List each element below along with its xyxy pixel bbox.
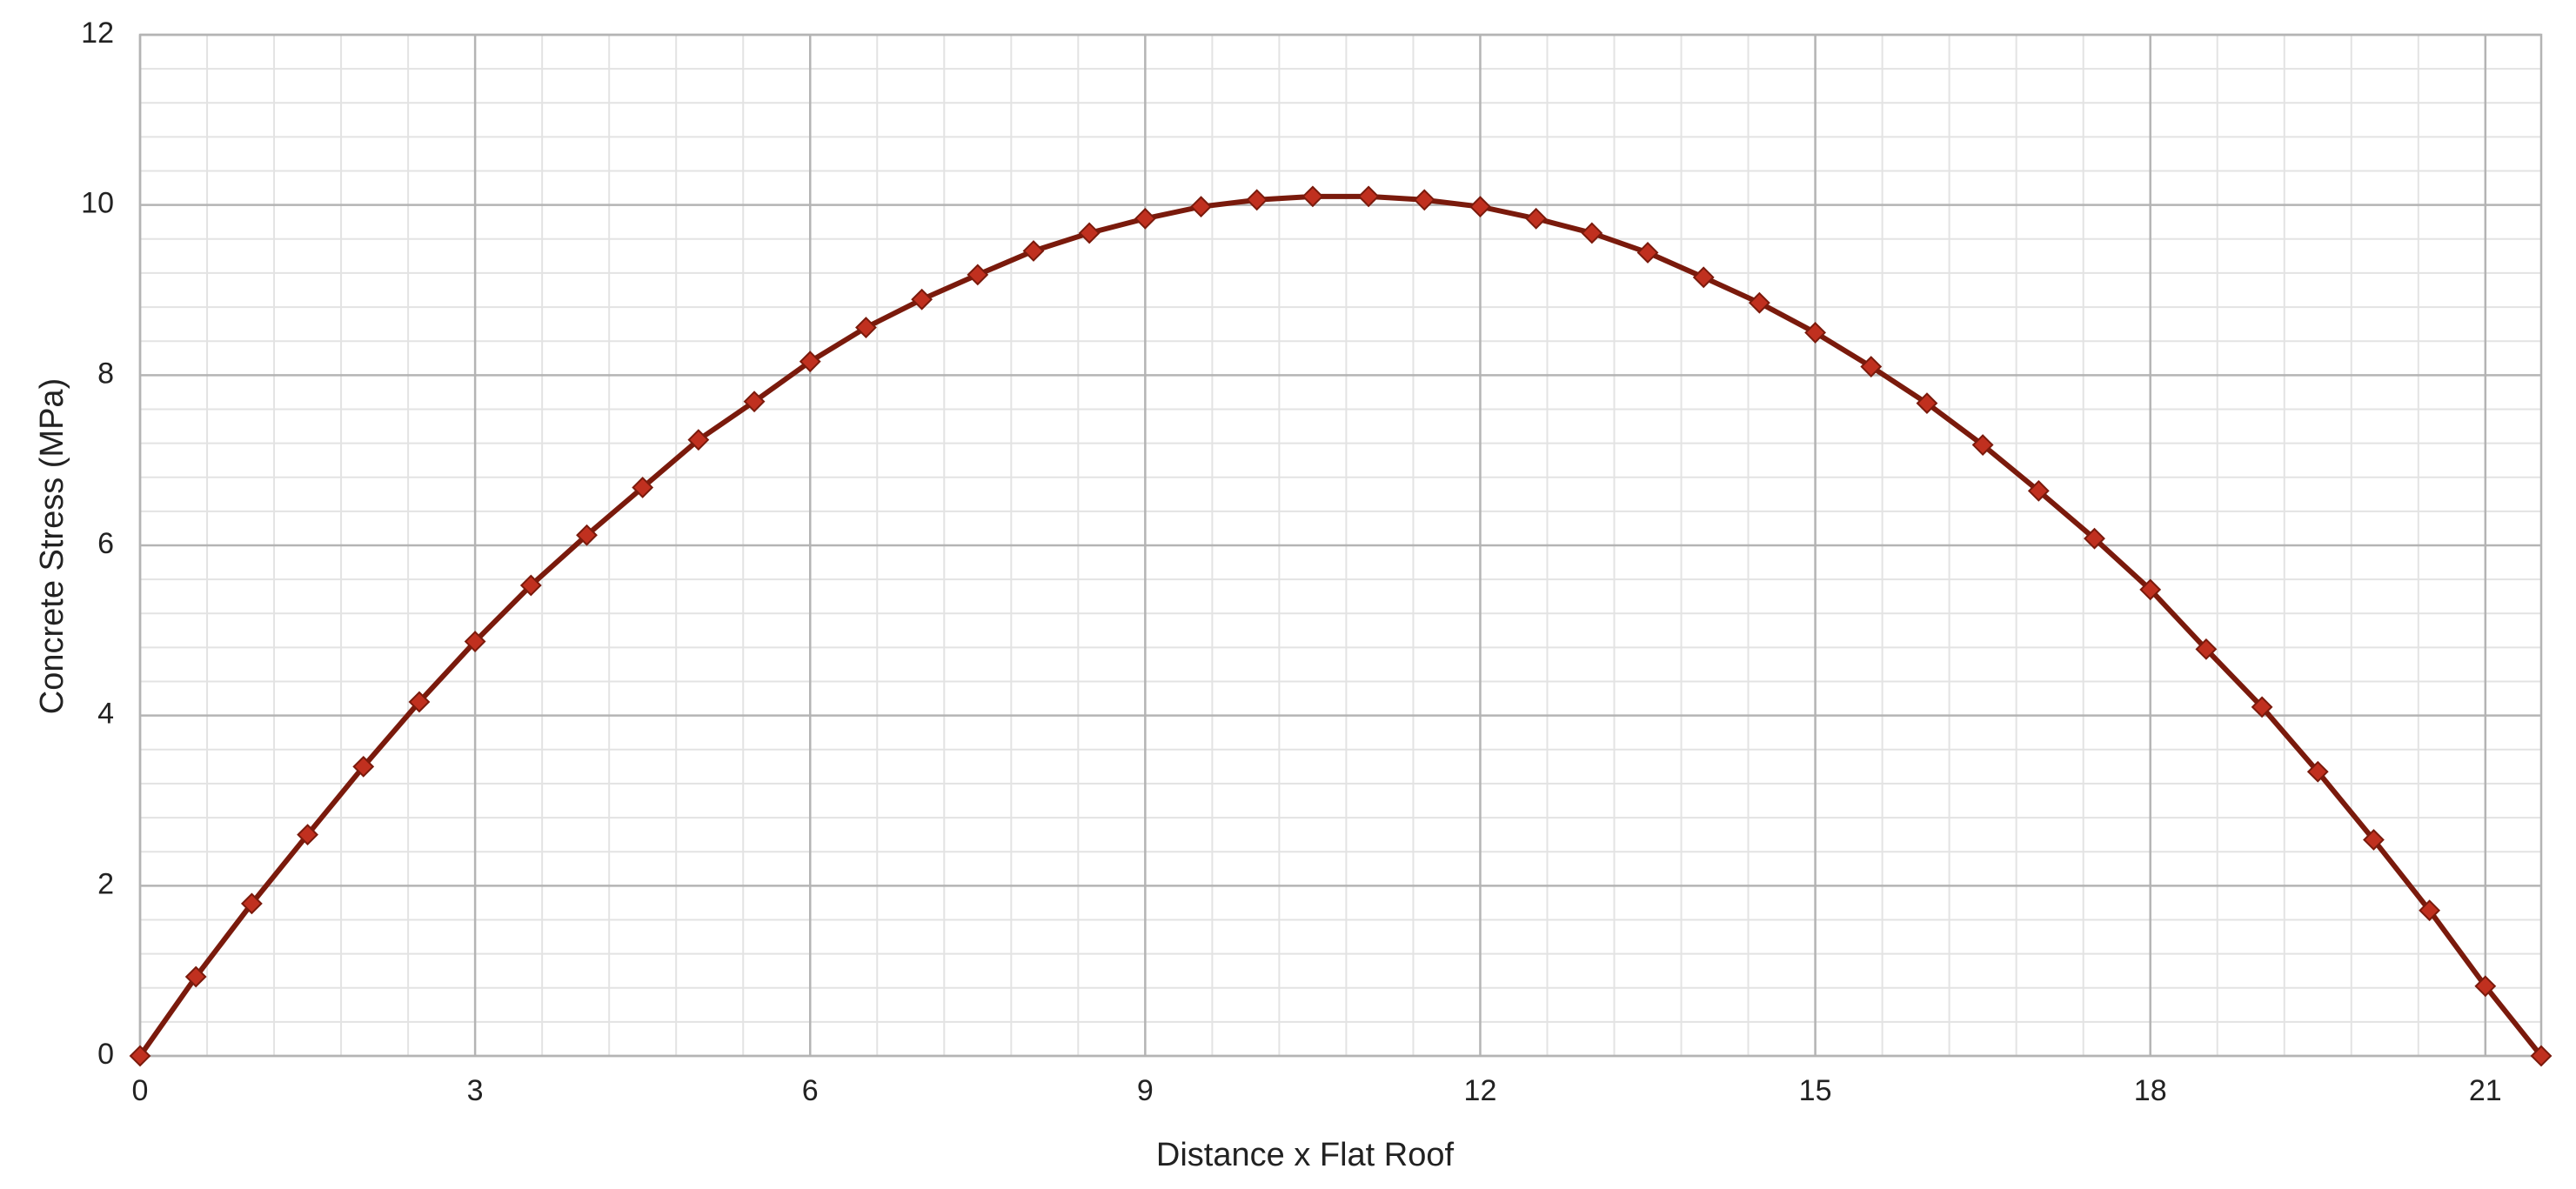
data-marker bbox=[408, 691, 431, 713]
data-marker bbox=[1581, 222, 1603, 244]
data-marker bbox=[687, 429, 710, 451]
x-tick-label: 6 bbox=[802, 1074, 819, 1107]
data-marker bbox=[297, 824, 318, 846]
data-marker bbox=[1469, 196, 1491, 218]
x-tick-label: 21 bbox=[2469, 1074, 2502, 1107]
data-marker bbox=[2530, 1045, 2553, 1067]
data-marker bbox=[352, 755, 375, 778]
data-marker bbox=[1636, 242, 1659, 264]
x-tick-label: 0 bbox=[132, 1074, 149, 1107]
y-tick-label: 8 bbox=[97, 357, 114, 390]
data-marker bbox=[743, 391, 766, 413]
x-tick-label: 12 bbox=[1464, 1074, 1497, 1107]
data-marker bbox=[184, 965, 207, 988]
data-marker bbox=[1804, 322, 1826, 344]
data-marker bbox=[799, 351, 821, 373]
data-marker bbox=[967, 264, 989, 286]
data-marker bbox=[576, 524, 598, 546]
data-marker bbox=[1078, 222, 1101, 244]
data-marker bbox=[2027, 479, 2050, 502]
data-marker bbox=[2084, 527, 2105, 550]
data-marker bbox=[632, 477, 654, 498]
x-tick-label: 18 bbox=[2134, 1074, 2167, 1107]
data-line bbox=[137, 193, 2544, 1058]
data-marker bbox=[1525, 207, 1548, 230]
y-axis-title: Concrete Stress (MPa) bbox=[34, 378, 70, 714]
data-marker bbox=[1860, 356, 1883, 377]
data-marker bbox=[1916, 392, 1938, 415]
data-marker bbox=[464, 631, 486, 652]
data-marker bbox=[2195, 638, 2218, 660]
data-marker bbox=[1022, 240, 1045, 262]
data-marker bbox=[1301, 185, 1324, 208]
data-marker bbox=[2419, 899, 2441, 922]
data-marker bbox=[1971, 434, 1994, 456]
data-marker bbox=[519, 574, 542, 597]
data-marker bbox=[1413, 189, 1435, 211]
y-tick-label: 12 bbox=[81, 17, 114, 50]
data-marker bbox=[2251, 696, 2273, 718]
data-marker bbox=[911, 288, 933, 311]
y-tick-label: 2 bbox=[97, 867, 114, 900]
y-tick-label: 4 bbox=[97, 698, 114, 731]
data-marker bbox=[129, 1045, 151, 1067]
data-marker bbox=[855, 317, 877, 338]
data-marker bbox=[1357, 185, 1380, 208]
x-tick-label: 9 bbox=[1137, 1074, 1154, 1107]
data-marker bbox=[2363, 829, 2385, 851]
x-tick-label: 15 bbox=[1799, 1074, 1832, 1107]
plot-frame bbox=[138, 33, 2543, 1058]
data-marker bbox=[2139, 578, 2162, 601]
data-marker bbox=[1134, 207, 1156, 230]
data-marker bbox=[240, 892, 263, 915]
data-marker bbox=[1748, 291, 1770, 314]
y-tick-label: 6 bbox=[97, 527, 114, 560]
data-marker bbox=[1246, 189, 1268, 211]
data-marker bbox=[2306, 760, 2329, 783]
data-marker bbox=[2474, 975, 2497, 998]
x-tick-label: 3 bbox=[467, 1074, 484, 1107]
y-tick-label: 10 bbox=[81, 187, 114, 220]
data-marker bbox=[1190, 196, 1212, 218]
x-axis-title: Distance x Flat Roof bbox=[1156, 1137, 1455, 1173]
y-tick-label: 0 bbox=[97, 1038, 114, 1071]
data-marker bbox=[1692, 266, 1715, 289]
